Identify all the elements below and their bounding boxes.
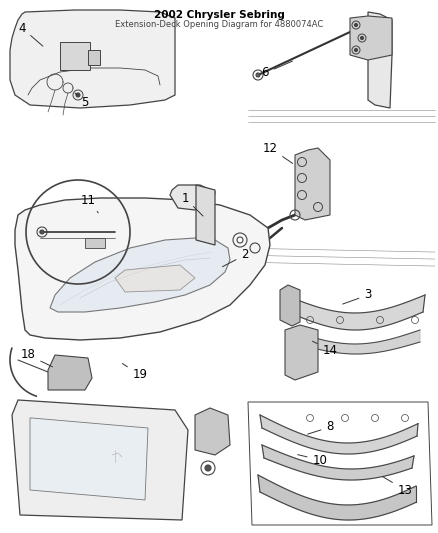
Polygon shape <box>258 475 416 520</box>
Circle shape <box>40 230 44 234</box>
Polygon shape <box>290 330 420 354</box>
Polygon shape <box>195 408 230 455</box>
Text: 18: 18 <box>21 349 53 367</box>
Text: 3: 3 <box>343 288 372 304</box>
Polygon shape <box>48 355 92 390</box>
Circle shape <box>237 237 243 243</box>
Circle shape <box>205 465 211 471</box>
Text: 13: 13 <box>382 477 413 497</box>
Polygon shape <box>196 185 215 245</box>
Polygon shape <box>368 12 392 108</box>
Polygon shape <box>15 198 270 340</box>
Polygon shape <box>295 148 330 220</box>
Polygon shape <box>285 295 425 330</box>
Polygon shape <box>50 238 230 312</box>
Polygon shape <box>85 238 105 248</box>
Text: 12: 12 <box>262 141 293 164</box>
Polygon shape <box>12 400 188 520</box>
Text: 19: 19 <box>122 364 148 382</box>
Text: 11: 11 <box>81 193 98 213</box>
Circle shape <box>354 49 357 52</box>
Text: 4: 4 <box>18 21 43 46</box>
Polygon shape <box>10 10 175 108</box>
Circle shape <box>76 93 80 97</box>
Polygon shape <box>88 50 100 65</box>
Text: 10: 10 <box>298 454 328 466</box>
Text: 2002 Chrysler Sebring: 2002 Chrysler Sebring <box>154 10 284 20</box>
Polygon shape <box>115 265 195 292</box>
Text: 1: 1 <box>181 191 203 216</box>
Polygon shape <box>170 185 215 210</box>
Text: 14: 14 <box>312 341 338 357</box>
Text: 5: 5 <box>75 93 88 109</box>
Text: Extension-Deck Opening Diagram for 4880074AC: Extension-Deck Opening Diagram for 48800… <box>115 20 323 29</box>
Text: 8: 8 <box>307 421 334 434</box>
Polygon shape <box>260 415 418 454</box>
Polygon shape <box>280 285 300 326</box>
Circle shape <box>354 23 357 27</box>
Circle shape <box>256 73 260 77</box>
Polygon shape <box>60 42 90 70</box>
Circle shape <box>360 36 364 39</box>
Polygon shape <box>30 418 148 500</box>
Polygon shape <box>285 325 318 380</box>
Text: 2: 2 <box>223 248 249 266</box>
Polygon shape <box>262 445 414 480</box>
Polygon shape <box>350 16 392 60</box>
Text: 6: 6 <box>261 61 293 79</box>
